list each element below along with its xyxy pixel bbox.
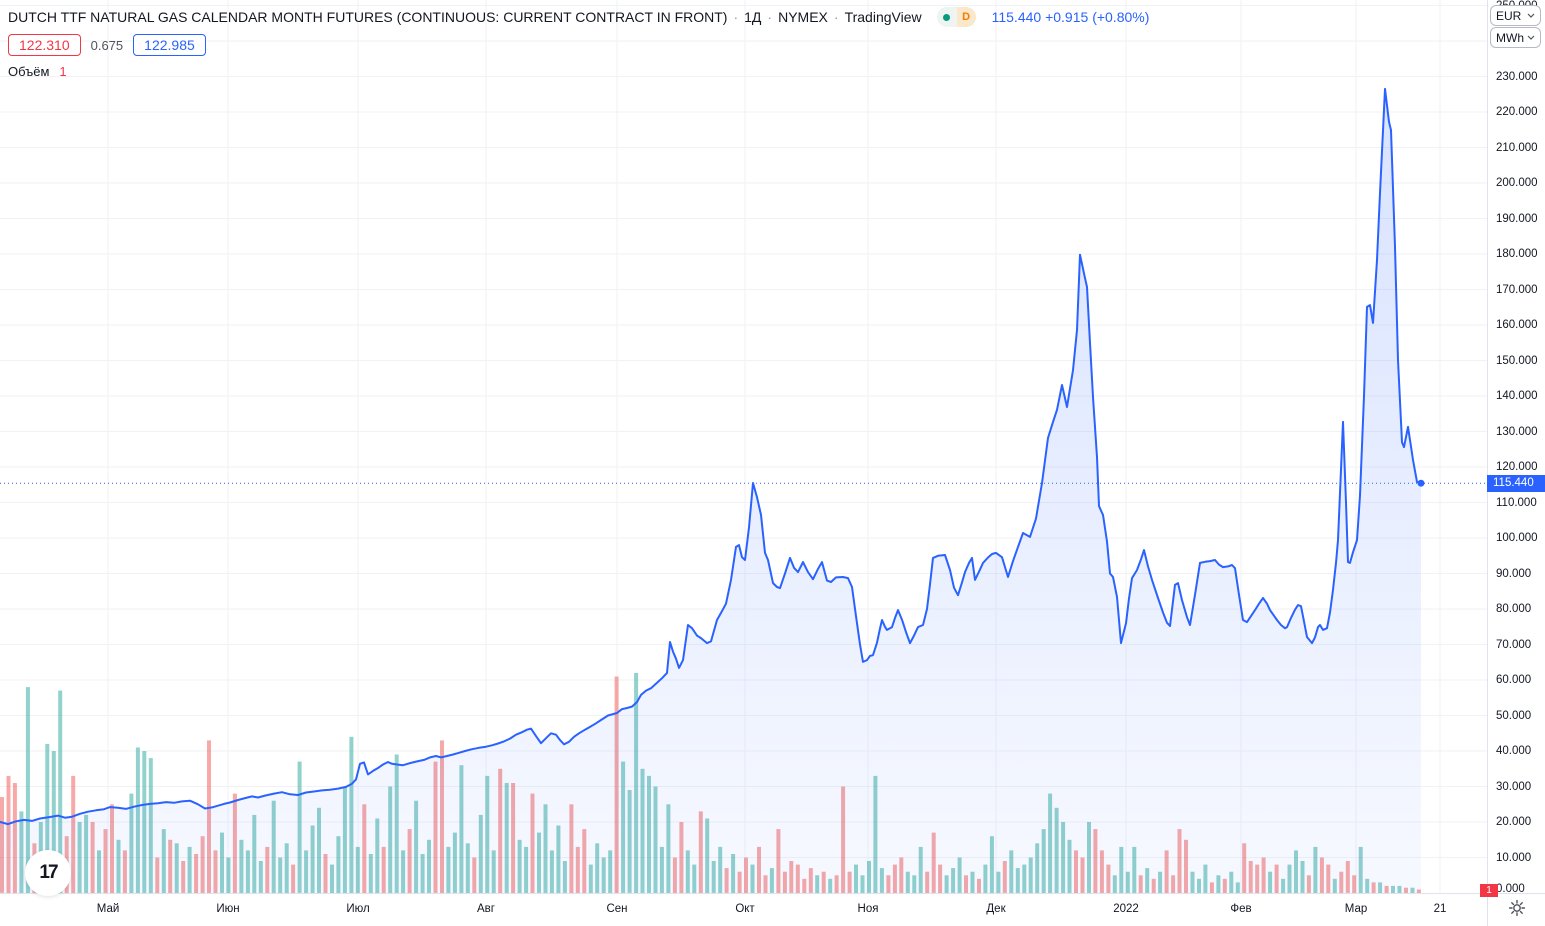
sell-bid-button[interactable]: 122.310 bbox=[8, 34, 81, 56]
price-tick-label: 100.000 bbox=[1496, 532, 1538, 544]
currency-unit-select[interactable]: EUR bbox=[1490, 5, 1541, 26]
separator: · bbox=[733, 9, 739, 25]
price-tick-label: 40.000 bbox=[1496, 745, 1532, 757]
separator: · bbox=[833, 9, 839, 25]
price-tick-label: 180.000 bbox=[1496, 248, 1538, 260]
time-axis[interactable]: Май Июн Июл Авг Сен Окт Ноя Дек 2022 Фев Мар 21 bbox=[0, 893, 1487, 926]
volume-axis-badge: 1 bbox=[1480, 884, 1498, 897]
price-tick-label: 50.000 bbox=[1496, 709, 1532, 722]
time-tick-label: Ноя bbox=[857, 903, 879, 915]
price-tick-label: 10.000 bbox=[1496, 851, 1532, 864]
time-tick-label: 2022 bbox=[1113, 903, 1139, 915]
chart-header: DUTCH TTF NATURAL GAS CALENDAR MONTH FUT… bbox=[8, 6, 1149, 79]
price-tick-label: 110.000 bbox=[1496, 496, 1537, 509]
energy-unit-select[interactable]: MWh bbox=[1490, 27, 1541, 48]
symbol-title[interactable]: DUTCH TTF NATURAL GAS CALENDAR MONTH FUT… bbox=[8, 9, 728, 25]
chevron-down-icon bbox=[1527, 35, 1535, 40]
separator: · bbox=[767, 9, 773, 25]
chevron-down-icon bbox=[1527, 13, 1535, 18]
time-tick-label: Авг bbox=[477, 903, 495, 915]
time-tick-label: Сен bbox=[606, 903, 628, 915]
price-tick-label: 0.000 bbox=[1496, 883, 1525, 895]
gear-icon[interactable] bbox=[1507, 898, 1527, 923]
price-tick-label: 170.000 bbox=[1496, 283, 1538, 296]
green-dot-icon bbox=[943, 13, 951, 21]
price-tick-label: 210.000 bbox=[1496, 141, 1538, 154]
price-tick-label: 190.000 bbox=[1496, 212, 1538, 225]
volume-indicator-label[interactable]: Объём bbox=[8, 64, 50, 79]
price-tick-label: 150.000 bbox=[1496, 354, 1538, 367]
price-tick-label: 140.000 bbox=[1496, 390, 1538, 402]
price-tick-label: 80.000 bbox=[1496, 603, 1532, 615]
price-tick-label: 230.000 bbox=[1496, 70, 1538, 83]
time-tick-label: Окт bbox=[735, 903, 755, 915]
time-tick-label: Фев bbox=[1230, 903, 1252, 915]
price-tick-label: 200.000 bbox=[1496, 177, 1538, 189]
tradingview-logo-glyph: 17 bbox=[39, 862, 58, 883]
time-tick-label: Июн bbox=[216, 903, 240, 915]
spread-value: 0.675 bbox=[90, 37, 124, 53]
price-tick-label: 70.000 bbox=[1496, 638, 1532, 651]
currency-unit-label: EUR bbox=[1496, 8, 1522, 23]
price-tick-label: 130.000 bbox=[1496, 425, 1538, 438]
last-price-axis-badge: 115.440 bbox=[1487, 475, 1545, 492]
volume-indicator-value: 1 bbox=[59, 64, 67, 79]
session-letter: D bbox=[956, 7, 976, 27]
market-open-indicator bbox=[936, 7, 957, 27]
time-tick-label: Дек bbox=[986, 903, 1006, 915]
tradingview-logo[interactable]: 17 bbox=[25, 850, 71, 896]
price-tick-label: 90.000 bbox=[1496, 567, 1532, 580]
price-tick-label: 60.000 bbox=[1496, 674, 1532, 686]
last-price-readout: 115.440 +0.915 (+0.80%) bbox=[991, 9, 1150, 25]
buy-ask-button[interactable]: 122.985 bbox=[133, 34, 206, 56]
price-tick-label: 220.000 bbox=[1496, 106, 1538, 118]
energy-unit-label: MWh bbox=[1496, 30, 1524, 45]
price-axis[interactable]: 0.000 10.000 20.000 30.000 40.000 50.000 60.00… bbox=[1487, 0, 1545, 895]
platform-label[interactable]: TradingView bbox=[844, 9, 922, 25]
price-tick-label: 20.000 bbox=[1496, 816, 1532, 828]
time-tick-label: Мар bbox=[1344, 903, 1368, 915]
market-status-toggle[interactable]: D bbox=[936, 7, 976, 27]
time-tick-label: Июл bbox=[346, 903, 370, 915]
time-tick-label: Май bbox=[96, 903, 120, 915]
interval-label[interactable]: 1Д bbox=[744, 9, 762, 25]
time-tick-label: 21 bbox=[1433, 903, 1447, 915]
price-tick-label: 160.000 bbox=[1496, 319, 1538, 331]
axis-settings-corner[interactable] bbox=[1487, 893, 1545, 926]
exchange-label: NYMEX bbox=[778, 9, 828, 25]
price-tick-label: 120.000 bbox=[1496, 461, 1538, 473]
price-chart-canvas[interactable] bbox=[0, 0, 1487, 893]
price-tick-label: 30.000 bbox=[1496, 780, 1532, 793]
